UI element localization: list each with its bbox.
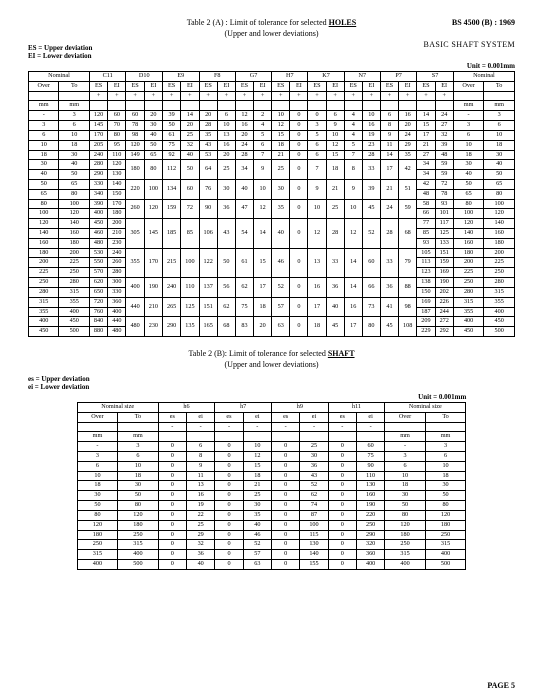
- table-row: 1802005302403551702151001225061154601333…: [29, 248, 515, 258]
- unit-b: Unit = 0.001mm: [77, 393, 467, 401]
- table-b: Nominal size h6 h7 h9 h11 Nominal size O…: [77, 402, 467, 570]
- table-row: 25031503205201300320250315: [77, 540, 466, 550]
- table-row: 4004508404404802302901351656883206301845…: [29, 317, 515, 327]
- grade-P7: P7: [380, 72, 416, 82]
- unit-a: Unit = 0.001mm: [28, 62, 515, 70]
- table-row: 80120022035087022080120: [77, 510, 466, 520]
- table-row: 31540003605701400360315400: [77, 550, 466, 560]
- title-a-bold: HOLES: [329, 18, 357, 27]
- table-row: -306010025060-3: [77, 442, 466, 452]
- subtitle-a: (Upper and lower deviations): [225, 29, 319, 38]
- title-a-pre: Table 2 (A) : Limit of tolerance for sel…: [187, 18, 329, 27]
- table-a-header: Table 2 (A) : Limit of tolerance for sel…: [28, 18, 515, 27]
- ei-label: EI = Lower deviation: [28, 52, 515, 60]
- table-row: 1018205951205075324316246180612523112921…: [29, 140, 515, 150]
- table-row: 305001602506201603050: [77, 491, 466, 501]
- grade-D10: D10: [126, 72, 163, 82]
- grade-H7: H7: [272, 72, 308, 82]
- table-b-header: Table 2 (B): Limit of tolerance for sele…: [28, 349, 515, 358]
- nominal-size-right: Nominal size: [385, 402, 466, 412]
- subtitle-b: (Upper and lower deviations): [225, 360, 319, 369]
- nominal-right: Nominal: [453, 72, 514, 82]
- table-b-body: -306010025060-33608012030075366100901503…: [77, 442, 466, 570]
- table-a-body: -31206060203914206122100064106161424-336…: [29, 111, 515, 337]
- dev-labels-b: es = Upper deviation ei = Lower deviatio…: [28, 375, 515, 391]
- grade-G7: G7: [235, 72, 271, 82]
- grade-h7: h7: [215, 402, 272, 412]
- table-row: 1830240110149659240532028721061572814352…: [29, 150, 515, 160]
- basic-label: BASIC SHAFT SYSTEM: [423, 40, 515, 49]
- es-label-b: es = Upper deviation: [28, 375, 515, 383]
- table-row: -31206060203914206122100064106161424-3: [29, 111, 515, 121]
- grade-F8: F8: [199, 72, 235, 82]
- table-a: Nominal C11 D10 E9 F8 G7 H7 K7 N7 P7 S7 …: [28, 71, 515, 337]
- table-b-head: Nominal size h6 h7 h9 h11 Nominal size O…: [77, 402, 466, 441]
- title-b: Table 2 (B): Limit of tolerance for sele…: [188, 349, 354, 358]
- table-row: 2502806203004001902401101375662175201636…: [29, 278, 515, 288]
- table-row: 18025002904601150290180250: [77, 530, 466, 540]
- table-row: 5065330140220100134607630401030092193921…: [29, 179, 515, 189]
- table-row: 1201404502003051451858510643541440012281…: [29, 219, 515, 229]
- table-row: 6101708098406125351320515051041992417326…: [29, 130, 515, 140]
- page-number: PAGE 5: [487, 681, 515, 690]
- table-row: 508001903007401905080: [77, 501, 466, 511]
- table-a-head: Nominal C11 D10 E9 F8 G7 H7 K7 N7 P7 S7 …: [29, 72, 515, 111]
- grade-h11: h11: [328, 402, 385, 412]
- table-row: 40050004006301550400400500: [77, 559, 466, 569]
- table-row: 360801203007536: [77, 452, 466, 462]
- title-a: Table 2 (A) : Limit of tolerance for sel…: [187, 18, 356, 27]
- subtitle-a-row: (Upper and lower deviations) BASIC SHAFT…: [28, 29, 515, 38]
- title-b-bold: SHAFT: [328, 349, 355, 358]
- nominal-left: Nominal: [29, 72, 90, 82]
- grade-N7: N7: [344, 72, 380, 82]
- table-row: 61009015036090610: [77, 461, 466, 471]
- grade-E9: E9: [163, 72, 200, 82]
- grade-S7: S7: [417, 72, 454, 82]
- grade-K7: K7: [308, 72, 344, 82]
- table-row: 101801101804301101018: [77, 471, 466, 481]
- ei-label-b: ei = Lower deviation: [28, 383, 515, 391]
- grade-h6: h6: [158, 402, 215, 412]
- table-row: 12018002504001000250120180: [77, 520, 466, 530]
- nominal-size-left: Nominal size: [77, 402, 158, 412]
- subtitle-b-row: (Upper and lower deviations): [28, 360, 515, 369]
- table-row: 3040280120180801125064253492507188331742…: [29, 160, 515, 170]
- table-row: 183001302105201301830: [77, 481, 466, 491]
- bs-label: BS 4500 (B) : 1969: [452, 18, 515, 27]
- grade-C11: C11: [89, 72, 126, 82]
- title-b-pre: Table 2 (B): Limit of tolerance for sele…: [188, 349, 327, 358]
- table-row: 361457078305020281016412039416820152736: [29, 121, 515, 131]
- grade-h9: h9: [271, 402, 328, 412]
- table-row: 3153557203604402102651251516275185701740…: [29, 297, 515, 307]
- table-row: 8010039017026012015972903647123501025104…: [29, 199, 515, 209]
